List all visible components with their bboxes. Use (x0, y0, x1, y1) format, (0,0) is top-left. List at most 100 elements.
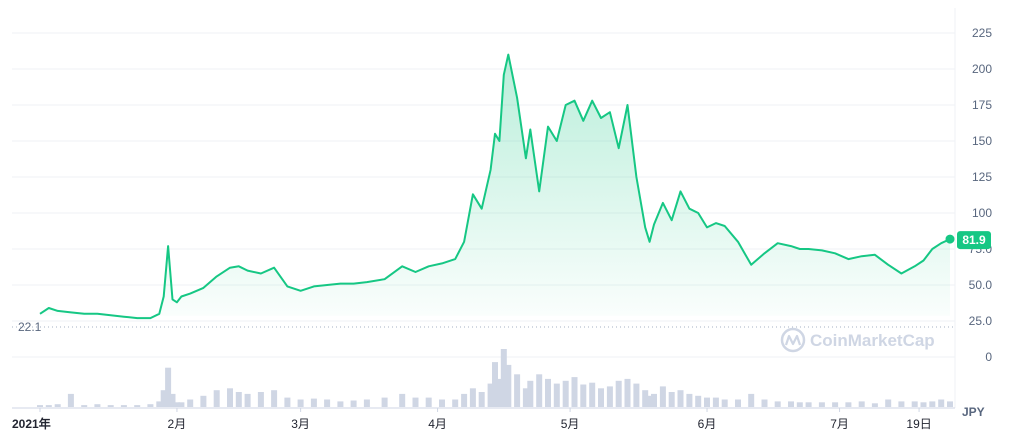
volume-bar (527, 380, 534, 407)
volume-bar (37, 405, 43, 407)
volume-bar (235, 392, 242, 407)
volume-bar (94, 404, 101, 407)
volume-bar (310, 398, 317, 407)
volume-bar (774, 401, 781, 407)
volume-bar (536, 374, 543, 407)
volume-bar (898, 401, 905, 407)
volume-bar (651, 393, 657, 407)
volume-bar (399, 393, 406, 407)
volume-bar (642, 390, 649, 407)
volume-bar (571, 377, 578, 407)
volume-bar (938, 399, 945, 407)
volume-bar (381, 397, 388, 407)
y-tick-label: 25.0 (969, 314, 993, 328)
volume-bar (337, 401, 344, 407)
volume-bar (350, 400, 357, 407)
watermark: CoinMarketCap (780, 327, 935, 353)
volume-bar (805, 402, 812, 407)
watermark-text: CoinMarketCap (810, 331, 935, 350)
volume-bar (562, 380, 569, 407)
volume-bar (580, 384, 587, 407)
volume-bar (514, 374, 521, 407)
volume-bar (324, 399, 331, 407)
volume-bar (704, 397, 710, 407)
volume-bar (522, 388, 529, 407)
coinmarketcap-logo-icon (780, 327, 806, 353)
y-tick-label: 125 (972, 170, 992, 184)
volume-bar (439, 399, 445, 407)
volume-bar (284, 397, 291, 407)
x-tick-label: 5月 (561, 417, 580, 431)
volume-bar (478, 392, 485, 407)
volume-bar (487, 383, 494, 407)
y-tick-label: 150 (972, 134, 992, 148)
volume-bar (156, 401, 163, 407)
x-tick-label: 6月 (698, 417, 717, 431)
price-area (40, 54, 950, 319)
volume-bar (796, 402, 803, 407)
volume-bar (213, 390, 220, 407)
volume-bar (500, 349, 507, 407)
volume-bar (712, 397, 719, 407)
volume-bar (911, 401, 918, 407)
volume-bar (545, 378, 551, 407)
volume-bar (227, 388, 233, 407)
volume-bar (633, 383, 640, 407)
volume-bar (598, 388, 604, 407)
volume-bar (646, 395, 653, 407)
x-tick-label: 4月 (428, 417, 447, 431)
y-tick-label: 175 (972, 98, 992, 112)
current-price-badge: 81.9 (957, 231, 991, 250)
x-tick-label: 7月 (830, 417, 849, 431)
volume-bar (885, 399, 892, 407)
volume-bar (871, 403, 878, 407)
volume-bar (845, 402, 852, 407)
volume-bar (200, 395, 207, 407)
volume-bar (686, 393, 693, 407)
volume-bar (677, 390, 684, 407)
volume-bar (412, 397, 419, 407)
x-tick-label: 19日 (906, 417, 931, 431)
volume-bar (735, 399, 741, 407)
volume-bar (120, 405, 127, 407)
volume-bar (271, 390, 278, 407)
volume-bar (818, 402, 825, 407)
volume-bar (858, 401, 865, 407)
volume-bar (169, 393, 176, 407)
volume-bars (37, 349, 953, 407)
currency-label: JPY (962, 405, 985, 419)
y-tick-label: 0 (985, 350, 992, 364)
volume-bar (363, 399, 370, 407)
volume-bar (695, 395, 702, 407)
volume-bar (920, 402, 927, 407)
x-tick-label: 2021年 (12, 416, 51, 431)
volume-bar (659, 386, 666, 407)
volume-bar (505, 364, 512, 407)
volume-bar (297, 399, 304, 407)
volume-bar (624, 378, 631, 407)
volume-bar (81, 405, 88, 407)
volume-bar (107, 405, 114, 407)
volume-bar (496, 378, 503, 407)
volume-bar (461, 393, 468, 407)
volume-bar (832, 402, 839, 407)
volume-bar (947, 401, 953, 407)
volume-bar (187, 399, 194, 407)
volume-bar (929, 401, 936, 407)
volume-bar (45, 405, 52, 407)
volume-bar (244, 393, 251, 407)
volume-bar (788, 401, 794, 407)
price-line[interactable] (39, 53, 951, 320)
current-price-dot[interactable] (945, 234, 955, 244)
volume-bar (606, 386, 613, 407)
x-axis: 2021年 2月 3月 4月 5月 6月 7月 19日 (12, 408, 932, 431)
volume-bar (469, 388, 476, 407)
volume-bar (257, 392, 264, 407)
volume-bar (553, 383, 560, 407)
y-tick-label: 225 (972, 26, 992, 40)
volume-bar (452, 399, 459, 407)
x-tick-label: 3月 (291, 417, 310, 431)
